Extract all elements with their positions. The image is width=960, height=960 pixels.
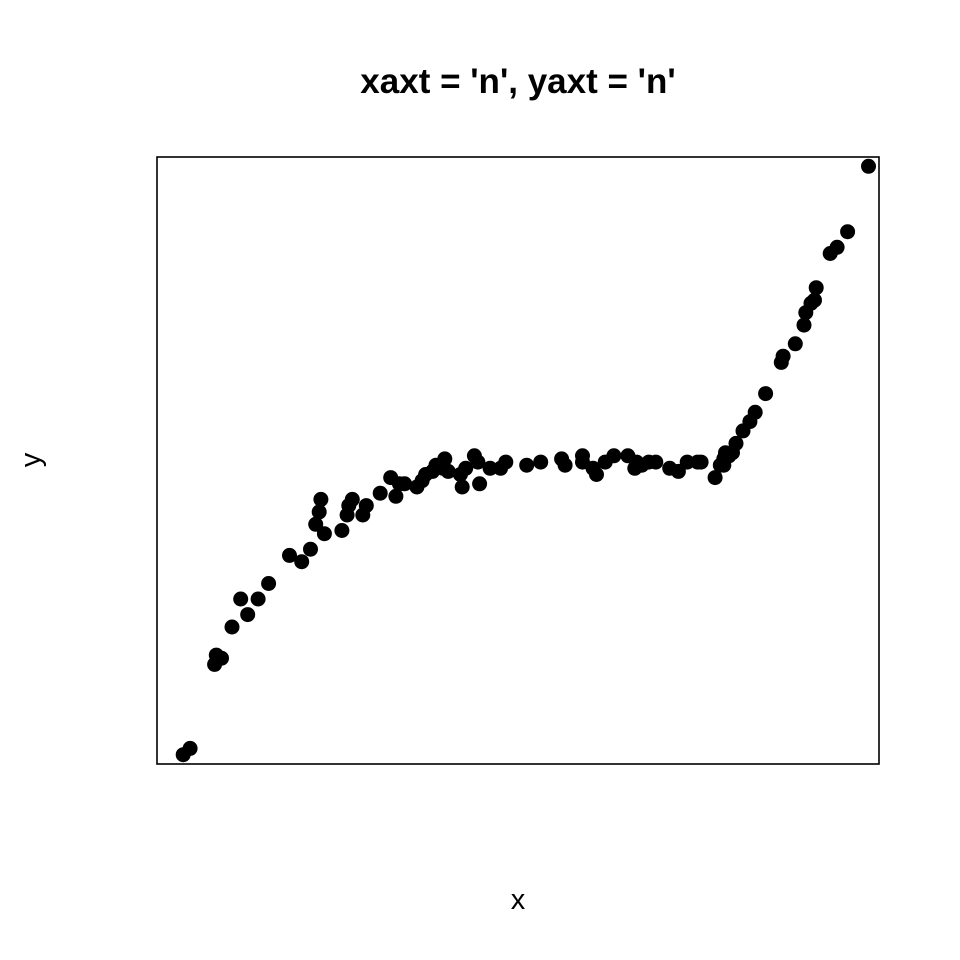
data-point [758,386,774,402]
chart-title: xaxt = 'n', yaxt = 'n' [360,62,675,101]
data-point [261,576,277,591]
data-point [775,348,791,364]
data-point [808,280,824,296]
data-point [440,463,456,479]
data-point [454,479,470,495]
data-point [240,607,256,623]
data-point [533,454,549,470]
data-point [670,463,686,479]
data-point [519,457,535,473]
data-point [648,454,664,470]
data-points [175,158,876,763]
data-point [728,435,744,451]
data-point [807,292,822,308]
data-point [861,158,876,174]
data-point [358,498,374,514]
data-point [182,740,198,756]
data-point [575,448,590,464]
data-point [747,404,763,420]
data-point [303,541,318,557]
data-point [282,547,297,563]
data-point [308,516,324,532]
y-axis-label: y [15,452,47,467]
data-point [482,460,498,476]
data-point [388,488,404,504]
data-point [458,460,474,476]
data-point [693,454,709,470]
data-point [829,239,845,255]
data-point [372,485,388,501]
data-point [796,317,812,333]
data-point [589,467,604,482]
data-point [294,554,310,570]
data-point [787,336,803,352]
data-point [344,491,360,507]
data-point [470,454,486,470]
plot-area-frame [156,156,880,765]
data-point [472,476,488,492]
data-point [437,451,453,467]
data-point [313,491,329,507]
data-point [316,526,332,542]
data-point [214,650,229,666]
data-point [224,619,240,635]
data-point [250,591,266,607]
data-point [840,224,856,240]
data-point [498,454,514,470]
data-point [679,454,695,470]
data-point [707,470,723,486]
data-point [606,448,622,464]
data-point [557,457,573,473]
data-point [311,504,327,520]
data-point [334,523,350,538]
data-point [397,476,413,492]
data-point [233,591,249,607]
x-axis-label: x [511,884,526,916]
